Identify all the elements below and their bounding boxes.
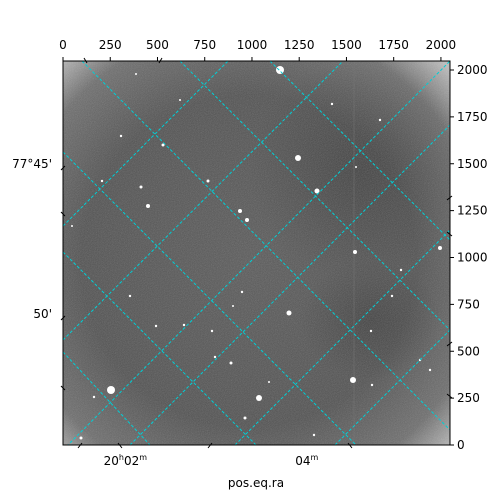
world-tick (207, 442, 213, 449)
star (314, 188, 320, 194)
world-tick (347, 442, 353, 449)
star (238, 209, 242, 213)
star (240, 290, 244, 294)
y-tick-label: 1000 (457, 251, 488, 265)
star (213, 355, 217, 359)
world-tick (60, 315, 66, 321)
star (182, 323, 186, 327)
x-axis-title: pos.eq.ra (228, 476, 284, 490)
world-tick (446, 393, 453, 399)
star (71, 225, 73, 227)
star (312, 433, 316, 437)
star (370, 383, 374, 387)
star (154, 324, 158, 328)
star (245, 218, 249, 222)
star (128, 294, 132, 298)
star (369, 329, 373, 333)
x-tick-label: 1500 (331, 38, 362, 52)
grid-line (63, 251, 257, 445)
grid-line (63, 61, 344, 341)
world-tick (446, 231, 453, 237)
star (256, 395, 262, 401)
star (350, 377, 356, 383)
star (286, 310, 292, 316)
star (179, 99, 181, 101)
star (146, 204, 150, 208)
star (353, 250, 357, 254)
x-tick-label: 500 (146, 38, 169, 52)
star (119, 134, 123, 138)
star (355, 166, 357, 168)
x-tick-label: 1250 (284, 38, 315, 52)
x-tick-label: 1000 (237, 38, 268, 52)
star (232, 305, 234, 307)
world-tick (158, 57, 163, 64)
y-tick-label: 1500 (457, 157, 488, 171)
star (100, 179, 104, 183)
star (79, 436, 83, 440)
star (210, 329, 214, 333)
world-tick (60, 211, 66, 217)
star (135, 73, 137, 75)
world-tick (446, 341, 453, 347)
world-tick (117, 442, 123, 449)
star (378, 118, 382, 122)
star (243, 416, 247, 420)
star (330, 102, 334, 106)
grid-line (63, 151, 357, 445)
grid-line (63, 351, 151, 445)
world-tick (60, 385, 66, 391)
world-tick (446, 195, 453, 201)
y-tick-label: 0 (457, 438, 465, 452)
x-tick-label: 750 (193, 38, 216, 52)
star (161, 143, 165, 147)
star (390, 294, 394, 298)
star (295, 155, 301, 161)
ra-tick-label: 04m (295, 453, 318, 468)
star (268, 381, 270, 383)
star (107, 386, 115, 394)
grid-line (269, 61, 450, 241)
grid-line (63, 61, 229, 227)
grid-line (67, 61, 450, 445)
star (92, 395, 96, 399)
star (399, 268, 403, 272)
star (139, 185, 143, 189)
stars (71, 66, 442, 440)
dec-tick-label: 50' (33, 307, 52, 321)
y-tick-label: 1250 (457, 204, 488, 218)
world-tick (77, 442, 83, 449)
ra-tick-label: 20h02m (104, 453, 148, 468)
grid-line (179, 61, 450, 331)
plot-frame (62, 60, 451, 446)
grid-line (129, 124, 450, 445)
y-tick-label: 750 (457, 297, 480, 311)
star (229, 361, 233, 365)
grid-line (334, 329, 450, 445)
sky-image (63, 61, 450, 445)
x-tick-label: 250 (99, 38, 122, 52)
y-ticks: 0 250 500 750 1000 1250 1500 1750 2000 (450, 63, 488, 452)
world-tick (83, 57, 88, 64)
grid-line (81, 61, 450, 431)
world-ticks: 77°45' 50' 20h02m 04m (12, 57, 453, 468)
star (438, 246, 442, 250)
y-tick-label: 500 (457, 344, 480, 358)
x-tick-label: 0 (59, 38, 67, 52)
y-tick-label: 250 (457, 391, 480, 405)
star (206, 179, 210, 183)
star (428, 368, 432, 372)
grid-line (234, 229, 450, 445)
x-tick-label: 1750 (378, 38, 409, 52)
coordinate-grid (63, 61, 450, 445)
dec-tick-label: 77°45' (12, 157, 52, 171)
y-tick-label: 2000 (457, 63, 488, 77)
x-ticks: 0 250 500 750 1000 1250 1500 1750 2000 (59, 38, 456, 61)
y-tick-label: 1750 (457, 110, 488, 124)
world-tick (60, 165, 66, 171)
x-tick-label: 2000 (426, 38, 457, 52)
star (276, 66, 284, 74)
